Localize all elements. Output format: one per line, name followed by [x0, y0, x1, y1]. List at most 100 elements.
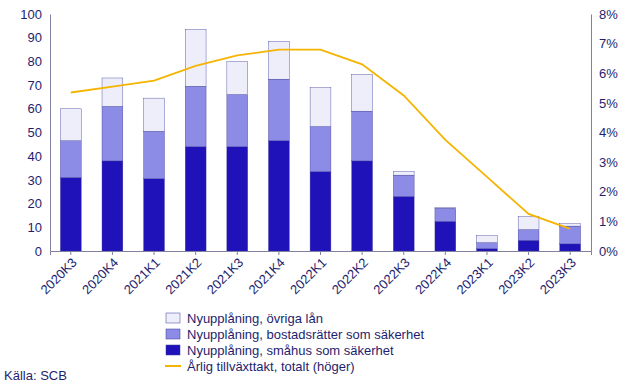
legend-label: Nyupplåning, övriga lån: [187, 311, 323, 326]
bar: [268, 41, 289, 79]
bar: [435, 208, 456, 221]
tick: 2021K3: [204, 251, 246, 297]
legend-item: Nyupplåning, övriga lån: [166, 311, 323, 326]
tick-mark: [362, 251, 363, 255]
bar: [310, 87, 331, 126]
bar: [393, 196, 414, 251]
bar: [227, 95, 248, 147]
bar: [185, 86, 206, 146]
tick: 2%: [591, 184, 618, 199]
tick-label: 2021K2: [162, 255, 204, 297]
bar: [560, 226, 581, 244]
tick: 4%: [591, 125, 618, 140]
axis-line: [591, 15, 592, 252]
tick: 2021K1: [121, 251, 163, 297]
tick-label: 2023K3: [537, 255, 579, 297]
y2-axis: 0%1%2%3%4%5%6%7%8%: [591, 7, 618, 259]
tick: 30: [28, 173, 50, 188]
legend-item: Årlig tillväxttakt, totalt (höger): [165, 359, 355, 374]
tick-label: 2020K4: [79, 255, 121, 297]
bar: [227, 61, 248, 94]
tick-mark: [70, 251, 71, 255]
tick: 2021K4: [245, 251, 287, 297]
tick: 0: [35, 244, 50, 259]
legend-label: Nyupplåning, småhus som säkerhet: [187, 343, 394, 358]
tick: 2023K3: [537, 251, 579, 297]
tick-mark: [278, 251, 279, 255]
tick-label: 10: [28, 220, 42, 235]
bar: [185, 29, 206, 86]
tick: 2023K1: [454, 251, 496, 297]
bar: [477, 249, 498, 251]
tick: 2022K4: [412, 251, 454, 297]
tick: 2023K2: [495, 251, 537, 297]
tick: 7%: [591, 36, 618, 51]
tick-mark: [320, 251, 321, 255]
source: Källa: SCB: [4, 368, 67, 383]
tick-label: 2022K2: [329, 255, 371, 297]
tick-label: 2023K2: [495, 255, 537, 297]
bar: [60, 109, 81, 141]
bar-series: [60, 79, 580, 248]
bar: [268, 141, 289, 251]
bar: [102, 106, 123, 161]
tick: 10: [28, 220, 50, 235]
tick-label: 2021K1: [121, 255, 163, 297]
bar: [393, 175, 414, 196]
tick-label: 2%: [599, 184, 618, 199]
tick-mark: [403, 251, 404, 255]
bar: [268, 79, 289, 141]
tick-label: 2021K3: [204, 255, 246, 297]
legend-label: Årlig tillväxttakt, totalt (höger): [187, 359, 355, 374]
tick-label: 80: [28, 54, 42, 69]
bar: [518, 240, 539, 251]
tick: 5%: [591, 96, 618, 111]
tick-label: 90: [28, 30, 42, 45]
bar: [144, 131, 165, 178]
bar: [310, 127, 331, 172]
tick: 3%: [591, 155, 618, 170]
tick: 2022K1: [287, 251, 329, 297]
legend-swatch: [166, 313, 180, 323]
tick-label: 1%: [599, 214, 618, 229]
tick-mark: [445, 251, 446, 255]
tick-label: 0%: [599, 244, 618, 259]
legend-item: Nyupplåning, småhus som säkerhet: [166, 343, 394, 358]
tick-label: 2022K4: [412, 255, 454, 297]
bar: [102, 161, 123, 251]
bar: [60, 178, 81, 251]
y-axis: 0 10 20 30 40 50 60 70 80 90 100: [20, 7, 50, 259]
bar: [518, 217, 539, 230]
bar: [310, 172, 331, 251]
tick-label: 40: [28, 149, 42, 164]
x-axis: 2020K32020K42021K12021K22021K32021K42022…: [37, 251, 591, 297]
tick: 20: [28, 196, 50, 211]
legend: Nyupplåning, övriga lånNyupplåning, bost…: [165, 311, 424, 374]
legend-swatch: [165, 365, 181, 367]
tick: 50: [28, 125, 50, 140]
tick-mark: [570, 251, 571, 255]
tick-mark: [154, 251, 155, 255]
tick-label: 70: [28, 78, 42, 93]
legend-item: Nyupplåning, bostadsrätter som säkerhet: [166, 327, 424, 342]
plot: 01020304050607080901000%1%2%3%4%5%6%7%8%…: [20, 7, 618, 297]
tick-label: 2023K1: [454, 255, 496, 297]
tick: 8%: [591, 7, 618, 22]
bar: [518, 230, 539, 241]
tick-mark: [112, 251, 113, 255]
legend-swatch: [166, 345, 180, 355]
bar: [144, 179, 165, 251]
tick: 40: [28, 149, 50, 164]
bar: [435, 221, 456, 251]
tick-label: 30: [28, 173, 42, 188]
tick-label: 7%: [599, 36, 618, 51]
tick: 1%: [591, 214, 618, 229]
bar: [477, 236, 498, 243]
tick: 100: [20, 7, 50, 22]
marks: [60, 29, 580, 251]
tick: 2020K3: [37, 251, 79, 297]
bar: [352, 111, 373, 161]
tick-label: 60: [28, 101, 42, 116]
tick: 80: [28, 54, 50, 69]
tick: 0%: [591, 244, 618, 259]
